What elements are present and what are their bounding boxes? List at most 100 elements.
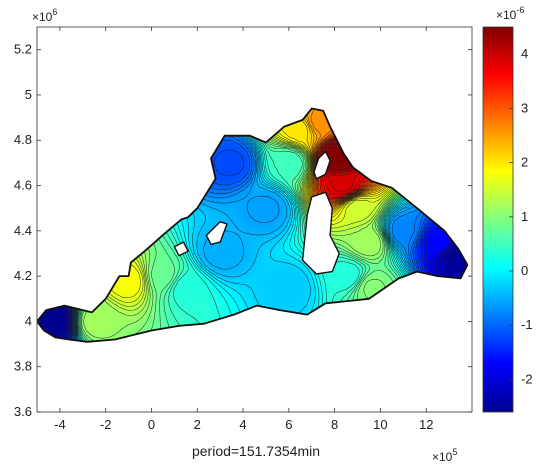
- field-cell: [344, 266, 350, 272]
- field-cell: [37, 126, 38, 132]
- field-cell: [304, 126, 310, 132]
- field-cell: [184, 250, 190, 256]
- field-cell: [408, 210, 414, 216]
- field-cell: [348, 222, 354, 228]
- field-cell: [396, 266, 402, 272]
- field-cell: [196, 222, 202, 228]
- field-cell: [208, 250, 214, 256]
- field-cell: [212, 198, 218, 204]
- field-cell: [280, 266, 286, 272]
- field-cell: [188, 218, 194, 224]
- field-cell: [356, 238, 362, 244]
- field-cell: [224, 258, 230, 264]
- field-cell: [224, 270, 230, 276]
- field-cell: [192, 266, 198, 272]
- field-cell: [380, 262, 386, 268]
- field-cell: [156, 266, 162, 272]
- field-cell: [292, 154, 298, 160]
- field-cell: [316, 114, 322, 120]
- field-cell: [344, 262, 350, 268]
- field-cell: [308, 178, 314, 184]
- field-cell: [164, 234, 170, 240]
- field-cell: [268, 166, 274, 172]
- field-cell: [236, 246, 242, 252]
- field-cell: [348, 198, 354, 204]
- field-cell: [216, 162, 222, 168]
- field-cell: [240, 242, 246, 248]
- field-cell: [408, 242, 414, 248]
- field-cell: [336, 214, 342, 220]
- field-cell: [348, 258, 354, 264]
- field-cell: [244, 170, 250, 176]
- field-cell: [272, 226, 278, 232]
- field-cell: [288, 258, 294, 264]
- field-cell: [256, 174, 262, 180]
- field-cell: [340, 154, 346, 160]
- field-cell: [244, 246, 250, 252]
- field-cell: [204, 222, 210, 228]
- field-cell: [372, 198, 378, 204]
- field-cell: [260, 258, 266, 264]
- field-cell: [244, 262, 250, 268]
- field-cell: [272, 250, 278, 256]
- field-cell: [168, 238, 174, 244]
- field-cell: [396, 210, 402, 216]
- field-cell: [256, 190, 262, 196]
- field-cell: [396, 234, 402, 240]
- field-cell: [248, 142, 254, 148]
- field-cell: [332, 226, 338, 232]
- field-cell: [304, 202, 310, 208]
- field-cell: [324, 142, 330, 148]
- field-cell: [312, 118, 318, 124]
- field-cell: [188, 238, 194, 244]
- field-cell: [336, 262, 342, 268]
- field-cell: [216, 258, 222, 264]
- field-cell: [240, 266, 246, 272]
- field-cell: [256, 154, 262, 160]
- field-cell: [244, 198, 250, 204]
- field-cell: [372, 234, 378, 240]
- field-cell: [148, 274, 154, 280]
- field-cell: [240, 142, 246, 148]
- field-cell: [176, 274, 182, 280]
- field-cell: [37, 206, 38, 212]
- field-cell: [356, 214, 362, 220]
- field-cell: [288, 122, 294, 128]
- field-cell: [364, 218, 370, 224]
- field-cell: [220, 170, 226, 176]
- field-cell: [164, 262, 170, 268]
- field-cell: [236, 154, 242, 160]
- field-cell: [276, 194, 282, 200]
- field-cell: [340, 214, 346, 220]
- field-cell: [248, 198, 254, 204]
- field-cell: [284, 178, 290, 184]
- field-cell: [148, 270, 154, 276]
- field-cell: [232, 178, 238, 184]
- field-cell: [380, 258, 386, 264]
- field-cell: [37, 150, 38, 156]
- field-cell: [276, 250, 282, 256]
- field-cell: [220, 202, 226, 208]
- field-cell: [260, 222, 266, 228]
- field-cell: [416, 222, 422, 228]
- field-cell: [352, 270, 358, 276]
- field-cell: [380, 190, 386, 196]
- field-cell: [37, 202, 38, 208]
- field-cell: [144, 258, 150, 264]
- field-cell: [256, 254, 262, 260]
- field-cell: [348, 226, 354, 232]
- field-cell: [236, 242, 242, 248]
- field-cell: [296, 126, 302, 132]
- field-cell: [200, 258, 206, 264]
- field-cell: [444, 242, 450, 248]
- field-cell: [376, 254, 382, 260]
- field-cell: [408, 234, 414, 240]
- field-cell: [244, 158, 250, 164]
- field-cell: [332, 190, 338, 196]
- field-cell: [268, 178, 274, 184]
- field-cell: [368, 222, 374, 228]
- field-cell: [228, 250, 234, 256]
- field-cell: [156, 250, 162, 256]
- field-cell: [188, 266, 194, 272]
- field-cell: [228, 214, 234, 220]
